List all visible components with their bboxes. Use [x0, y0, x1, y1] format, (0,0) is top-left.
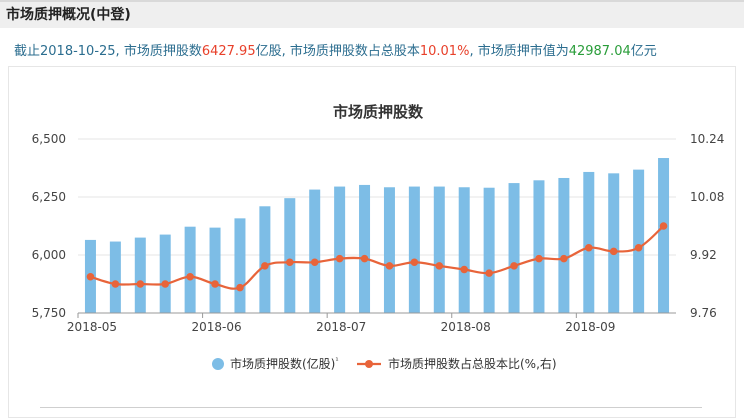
legend-line-dot [365, 360, 373, 368]
line-point [410, 258, 419, 267]
x-tick-label: 2018-09 [565, 320, 615, 334]
bar [284, 198, 296, 313]
bar [608, 173, 620, 313]
y-right-tick-label: 9.76 [690, 306, 717, 320]
bar [134, 237, 146, 313]
bar [234, 218, 246, 313]
y-left-tick-label: 6,500 [32, 132, 66, 146]
bar [159, 234, 171, 313]
legend-bar-label: 市场质押股数(亿股)¹ [230, 356, 339, 371]
ratio-line [90, 225, 665, 290]
line-point [435, 262, 444, 270]
bar [209, 227, 221, 313]
y-left-tick-label: 5,750 [32, 306, 66, 320]
x-tick-label: 2018-06 [192, 320, 242, 334]
pledged-market-value: 42987.04 [568, 44, 631, 59]
summary-line: 截止2018-10-25, 市场质押股数6427.95亿股, 市场质押股数占总股… [14, 40, 657, 59]
y-left-tick-label: 6,000 [32, 248, 66, 262]
line-point [211, 280, 219, 288]
summary-shares-unit: 亿股, 市场质押股数占总股本 [255, 44, 420, 59]
bar [533, 180, 545, 313]
line-point [609, 247, 618, 256]
bar [309, 189, 321, 313]
line-point [186, 272, 194, 281]
bar [259, 206, 271, 313]
legend-line-label: 市场质押股数占总股本比(%,右) [388, 356, 557, 371]
bar [334, 186, 346, 313]
line-point [560, 254, 568, 263]
bar [359, 184, 371, 313]
bar [408, 186, 420, 313]
line-point [111, 280, 120, 288]
summary-mv-unit: 亿元 [630, 44, 657, 59]
line-point [460, 265, 469, 274]
bottom-divider [40, 407, 702, 408]
line-point [385, 262, 394, 270]
pledge-ratio-value: 10.01% [419, 44, 470, 59]
bar [184, 226, 196, 313]
line-point [335, 254, 344, 263]
bar [458, 187, 470, 313]
bar [658, 158, 670, 313]
line-point [360, 254, 369, 263]
legend-bar-footnote: ¹ [335, 356, 338, 365]
line-point [659, 222, 668, 230]
bar [558, 177, 570, 313]
x-tick-label: 2018-05 [67, 320, 117, 334]
bar [483, 187, 495, 313]
bar [383, 187, 395, 313]
line-point [136, 280, 145, 288]
line-point [161, 280, 170, 288]
line-point [86, 272, 95, 281]
line-point [285, 258, 294, 267]
line-point [634, 243, 643, 252]
line-point [485, 269, 493, 277]
bar [433, 186, 445, 313]
line-point [310, 258, 319, 267]
bar [109, 241, 121, 313]
bar [633, 169, 645, 313]
chart-title: 市场质押股数 [333, 103, 424, 121]
summary-prefix: 截止2018-10-25, 市场质押股数 [14, 44, 202, 59]
y-right-tick-label: 10.24 [690, 132, 724, 146]
x-tick-label: 2018-07 [316, 320, 366, 334]
y-left-tick-label: 6,250 [32, 190, 66, 204]
y-right-tick-label: 10.08 [690, 190, 724, 204]
summary-ratio-sep: , 市场质押市值为 [469, 44, 569, 59]
pledged-shares-value: 6427.95 [201, 44, 256, 59]
section-title: 市场质押概况(中登) [0, 0, 744, 28]
y-right-tick-label: 9.92 [690, 248, 717, 262]
x-tick-label: 2018-08 [441, 320, 491, 334]
line-point [535, 254, 543, 263]
line-point [236, 283, 244, 292]
line-point [584, 243, 593, 252]
bar [583, 171, 595, 313]
line-point [261, 262, 269, 270]
bar [508, 183, 520, 313]
legend-bar-marker [212, 358, 224, 370]
line-point [510, 262, 518, 270]
